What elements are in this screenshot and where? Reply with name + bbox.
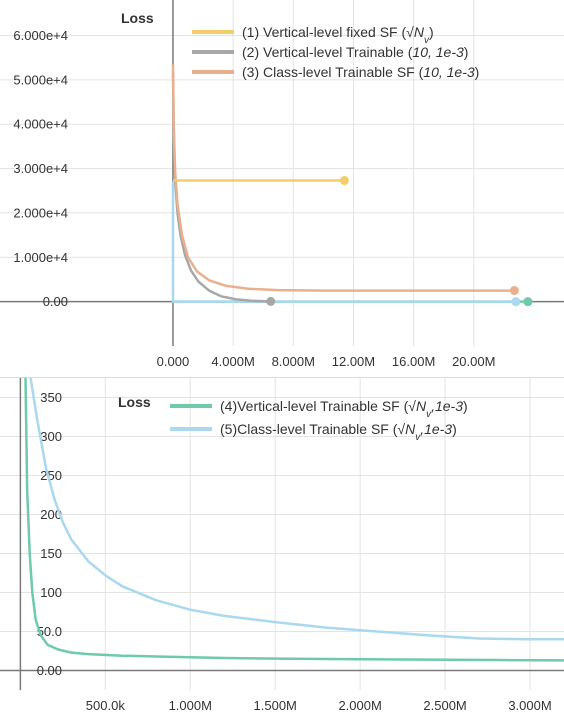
x-tick-label: 500.0k (86, 698, 126, 713)
top-chart-svg: 0.00 1.000e+4 2.000e+4 3.000e+4 4.000e+4 5.00… (0, 0, 564, 370)
legend-label-main: (2) Vertical-level Trainable ( (242, 44, 413, 60)
legend-label-symbol: √N (408, 398, 427, 414)
x-tick-label: 1.000M (169, 698, 212, 713)
x-tick-label: 1.500M (254, 698, 297, 713)
x-tick-label: 4.000M (211, 354, 254, 369)
y-tick-label: 5.000e+4 (13, 72, 68, 87)
series-end-marker (340, 176, 349, 185)
legend-label-symbol: √N (406, 24, 425, 40)
legend-label-params: ,1e-3 (420, 421, 452, 437)
legend-label: (2) Vertical-level Trainable (10, 1e-3) (242, 44, 468, 60)
legend-label-params: 10, 1e-3 (423, 64, 475, 80)
x-tick-label: 2.000M (338, 698, 381, 713)
legend-label-main: (5)Class-level Trainable SF ( (220, 421, 398, 437)
x-tick-label: 3.000M (508, 698, 551, 713)
y-tick-label: 150 (40, 546, 62, 561)
y-axis-title: Loss (118, 394, 151, 410)
series-line (173, 182, 516, 302)
legend-label-main: (3) Class-level Trainable SF ( (242, 64, 424, 80)
series-line (173, 71, 271, 301)
series-line (31, 378, 564, 639)
legend-label-tail: ) (463, 398, 468, 414)
y-tick-label: 6.000e+4 (13, 28, 68, 43)
legend-label-main: (1) Vertical-level fixed SF ( (242, 24, 406, 40)
series-end-marker (523, 297, 532, 306)
series-end-marker (510, 286, 519, 295)
series-end-marker (511, 297, 520, 306)
y-tick-label: 0.00 (37, 663, 62, 678)
y-tick-label: 300 (40, 429, 62, 444)
y-axis-title: Loss (121, 10, 154, 26)
y-tick-label: 100 (40, 585, 62, 600)
top-loss-chart: 0.00 1.000e+4 2.000e+4 3.000e+4 4.000e+4 5.00… (0, 0, 564, 370)
y-tick-label: 1.000e+4 (13, 250, 68, 265)
legend-label: (3) Class-level Trainable SF (10, 1e-3) (242, 64, 479, 80)
legend-label: (4)Vertical-level Trainable SF (√Nv,1e-3… (220, 398, 468, 420)
legend-label: (1) Vertical-level fixed SF (√Nv) (242, 24, 434, 46)
legend-label-symbol: √N (397, 421, 416, 437)
legend-label-params: 10, 1e-3 (412, 44, 464, 60)
series-lines (173, 64, 528, 301)
y-tick-label: 3.000e+4 (13, 161, 68, 176)
legend-label-main: (4)Vertical-level Trainable SF ( (220, 398, 409, 414)
x-tick-label: 20.00M (452, 354, 495, 369)
series-end-marker (266, 297, 275, 306)
legend-label-tail: ) (475, 64, 480, 80)
y-tick-label: 2.000e+4 (13, 205, 68, 220)
y-tick-label: 4.000e+4 (13, 117, 68, 132)
x-tick-label: 12.00M (332, 354, 375, 369)
y-tick-label: 0.00 (43, 294, 68, 309)
legend-label-tail: ) (464, 44, 469, 60)
legend-label-tail: ) (429, 24, 434, 40)
y-tick-label: 250 (40, 468, 62, 483)
x-tick-label: 2.500M (423, 698, 466, 713)
y-tick-label: 350 (40, 390, 62, 405)
legend-label: (5)Class-level Trainable SF (√Nv,1e-3) (220, 421, 457, 443)
x-tick-label: 8.000M (272, 354, 315, 369)
x-tick-label: 0.000 (157, 354, 190, 369)
legend-label-params: ,1e-3 (431, 398, 463, 414)
x-tick-label: 16.00M (392, 354, 435, 369)
legend-label-tail: ) (452, 421, 457, 437)
